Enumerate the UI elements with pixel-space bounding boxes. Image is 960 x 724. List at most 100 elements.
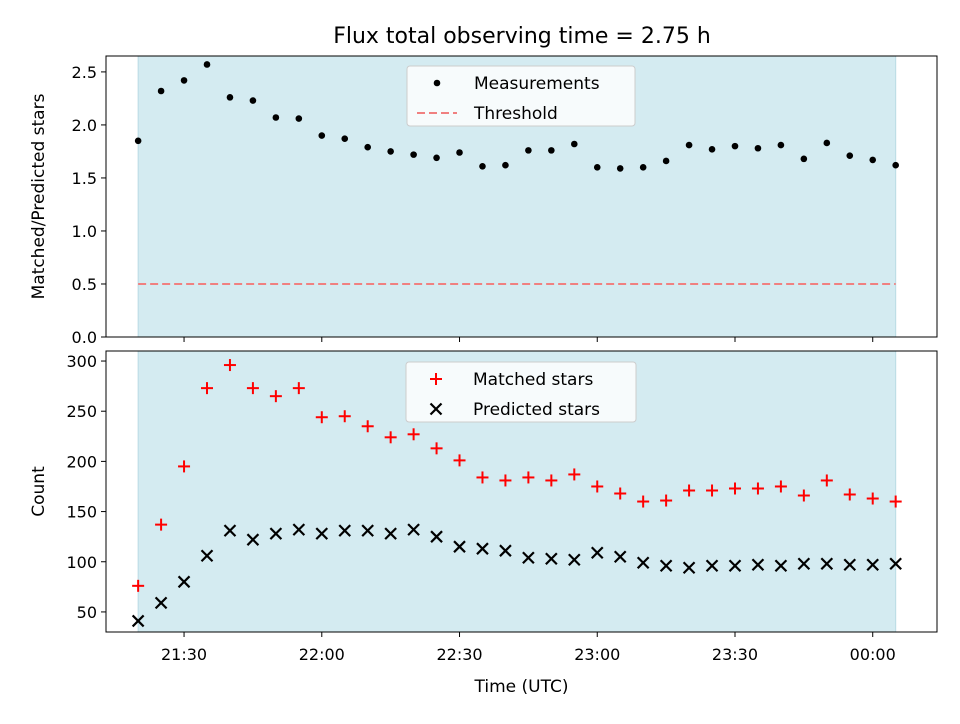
matched-stars-point — [453, 454, 466, 467]
predicted-stars-point — [384, 527, 397, 540]
measurement-point — [892, 161, 899, 169]
matched-stars-point — [361, 420, 374, 433]
legend-label: Threshold — [473, 104, 558, 124]
x-tick-label: 22:00 — [299, 645, 345, 664]
measurement-point — [249, 97, 257, 104]
predicted-stars-point — [889, 557, 902, 571]
matched-stars-point — [246, 382, 259, 395]
y-tick-label: 1.0 — [72, 222, 97, 241]
measurement-point — [777, 141, 785, 149]
legend-label: Matched stars — [473, 370, 593, 390]
y-axis-label: Matched/Predicted stars — [29, 93, 49, 299]
y-tick-label: 50 — [77, 603, 97, 622]
measurement-point — [708, 146, 716, 153]
predicted-stars-point — [843, 558, 857, 572]
matched-stars-point — [178, 460, 191, 473]
axes-frame — [105, 55, 938, 338]
measurement-point — [203, 61, 211, 68]
measurement-point — [226, 94, 234, 101]
measurement-point — [479, 162, 486, 170]
matched-stars-point — [568, 468, 581, 481]
predicted-stars-point — [292, 523, 306, 536]
predicted-stars-point — [545, 552, 558, 566]
measurement-point — [869, 156, 877, 164]
matched-stars-point — [751, 482, 764, 495]
matched-stars-point — [706, 484, 719, 497]
legend: Measurements Threshold — [406, 65, 636, 127]
measurement-point — [295, 115, 303, 122]
predicted-stars-point — [476, 542, 489, 555]
measurement-point — [754, 144, 762, 152]
matched-stars-point — [820, 474, 833, 487]
predicted-stars-point — [131, 614, 145, 628]
predicted-stars-point — [751, 558, 765, 572]
measurement-point — [823, 139, 831, 147]
predicted-stars-point — [315, 527, 329, 540]
matched-stars-point — [292, 382, 305, 395]
measurement-point — [846, 152, 854, 159]
measurement-point — [639, 164, 647, 171]
matched-stars-point — [155, 518, 168, 531]
matched-stars-point — [269, 390, 282, 403]
measurement-point — [410, 151, 417, 158]
measurement-point — [800, 155, 808, 163]
measurement-point — [272, 114, 280, 121]
y-tick-label: 150 — [66, 503, 97, 522]
measurement-point — [456, 149, 463, 156]
x-tick-label: 23:00 — [574, 645, 620, 664]
y-tick-label: 2.5 — [72, 63, 97, 82]
predicted-stars-point — [613, 550, 627, 564]
matched-stars-point — [797, 489, 810, 502]
matched-stars-point — [637, 495, 650, 508]
y-tick-label: 300 — [66, 352, 97, 371]
x-axis-label: Time (UTC) — [474, 677, 569, 697]
measurement-point — [180, 77, 188, 84]
measurement-point — [731, 142, 739, 150]
measurement-point — [570, 140, 578, 148]
y-tick-label: 200 — [66, 452, 97, 471]
predicted-stars-point — [774, 559, 788, 573]
predicted-stars-point — [361, 524, 374, 537]
measurement-point — [433, 154, 440, 162]
matched-stars-point — [591, 480, 604, 493]
measurement-point — [134, 137, 142, 145]
predicted-stars-point — [407, 523, 420, 536]
predicted-stars-point — [430, 530, 443, 543]
matched-stars-point — [223, 359, 236, 372]
measurement-point — [157, 87, 165, 95]
measurement-point — [616, 165, 624, 172]
legend-marker-plus — [430, 373, 442, 385]
legend-label: Predicted stars — [473, 400, 600, 420]
predicted-stars-point — [705, 559, 719, 573]
predicted-stars-point — [453, 540, 466, 553]
y-tick-label: 0.0 — [72, 328, 97, 347]
predicted-stars-point — [797, 557, 811, 571]
matched-stars-point — [683, 484, 696, 497]
measurement-point — [525, 147, 532, 154]
predicted-stars-point — [269, 527, 283, 540]
legend: Matched stars Predicted stars — [405, 361, 637, 423]
predicted-stars-point — [499, 544, 512, 557]
measurement-point — [387, 148, 394, 155]
predicted-stars-point — [338, 524, 352, 537]
matched-stars-point — [889, 495, 902, 508]
matched-stars-point — [660, 494, 673, 507]
chart-title: Flux total observing time = 2.75 h — [333, 24, 711, 49]
predicted-stars-point — [682, 561, 696, 575]
matched-stars-point — [338, 410, 351, 423]
matched-stars-point — [866, 492, 879, 505]
matched-stars-point — [728, 482, 741, 495]
matched-stars-point — [614, 487, 627, 500]
matched-stars-point — [132, 579, 145, 592]
predicted-stars-point — [590, 546, 604, 559]
predicted-stars-point — [246, 533, 260, 546]
x-tick-label: 23:30 — [712, 645, 758, 664]
legend-label: Measurements — [474, 74, 600, 94]
matched-stars-point — [430, 442, 443, 455]
legend-marker-dot — [433, 79, 441, 87]
predicted-stars-point — [154, 596, 168, 610]
predicted-stars-point — [820, 557, 834, 571]
legend-box — [406, 65, 636, 127]
axes-frame — [105, 350, 938, 633]
